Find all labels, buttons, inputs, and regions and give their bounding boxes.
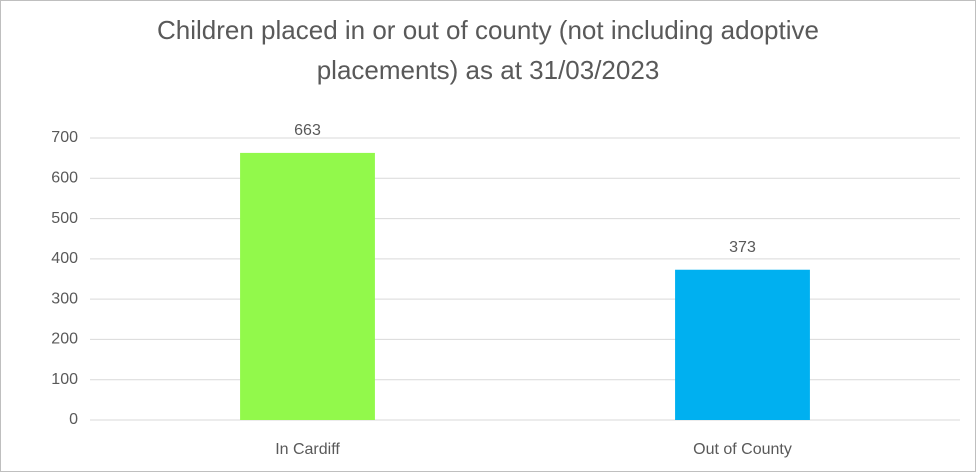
y-tick-label: 700 — [51, 129, 78, 146]
data-label: 373 — [729, 239, 756, 256]
y-tick-label: 0 — [69, 411, 78, 428]
x-tick-label: In Cardiff — [275, 441, 340, 458]
bar — [675, 269, 810, 420]
y-tick-label: 200 — [51, 331, 78, 348]
data-label: 663 — [294, 122, 321, 139]
y-tick-label: 400 — [51, 250, 78, 267]
bar — [240, 152, 375, 421]
chart-title: Children placed in or out of county (not… — [157, 15, 819, 85]
y-tick-label: 300 — [51, 290, 78, 307]
y-tick-label: 600 — [51, 170, 78, 187]
x-tick-label: Out of County — [693, 441, 792, 458]
y-tick-label: 100 — [51, 371, 78, 388]
y-tick-label: 500 — [51, 210, 78, 227]
